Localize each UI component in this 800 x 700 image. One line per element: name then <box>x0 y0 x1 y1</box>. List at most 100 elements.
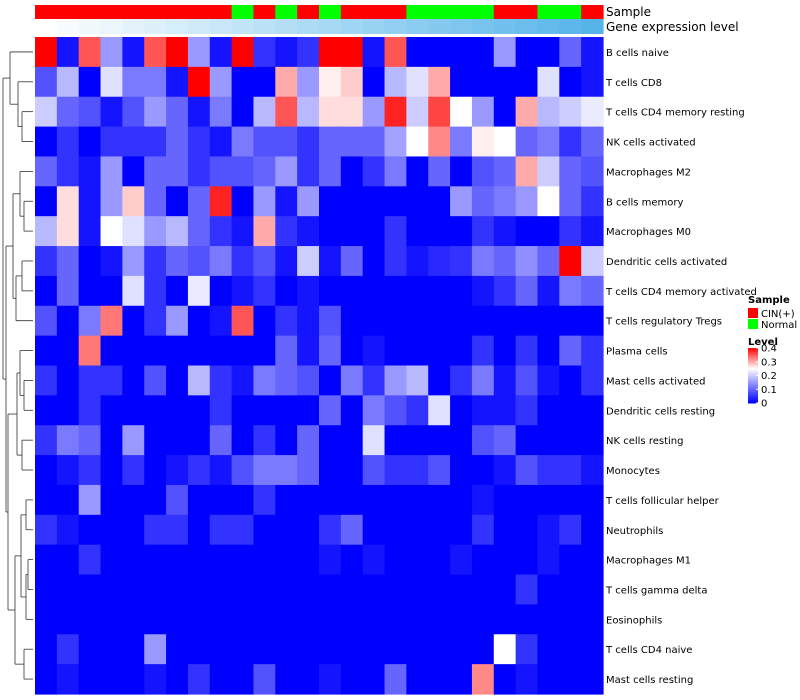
heatmap-cell-r10-c9 <box>231 335 255 367</box>
heatmap-cell-r7-c21 <box>493 246 517 277</box>
sample-annotation-cell <box>450 5 473 19</box>
heatmap-cell-r9-c18 <box>428 305 451 337</box>
heatmap-cell-r0-c24 <box>559 37 582 68</box>
heatmap-cell-r11-c5 <box>144 365 167 396</box>
legend-colorbar-step <box>748 364 758 367</box>
heatmap-cell-r13-c2 <box>78 425 102 456</box>
heatmap-cell-r18-c13 <box>319 574 342 606</box>
heatmap-cell-r15-c10 <box>253 484 276 516</box>
heatmap-cell-r18-c21 <box>493 574 517 606</box>
heatmap-cell-r12-c6 <box>166 395 189 426</box>
heatmap-cell-r7-c6 <box>166 246 189 277</box>
heatmap-cell-r17-c1 <box>56 544 80 576</box>
heatmap-cell-r18-c6 <box>166 574 189 606</box>
heatmap-cell-r11-c2 <box>78 365 102 396</box>
heatmap-cell-r6-c10 <box>253 216 276 247</box>
heatmap-cell-r9-c17 <box>406 305 429 337</box>
heatmap-cell-r6-c16 <box>384 216 407 247</box>
heatmap-cell-r13-c9 <box>231 425 255 456</box>
heatmap-cell-r6-c20 <box>471 216 495 247</box>
heatmap-cell-r0-c6 <box>166 37 189 68</box>
heatmap-cell-r0-c13 <box>319 37 342 68</box>
heatmap-cell-r9-c20 <box>471 305 495 337</box>
legend-colorbar-step <box>748 371 758 374</box>
heatmap-cell-r6-c25 <box>581 216 604 247</box>
heatmap-cell-r19-c0 <box>35 604 58 635</box>
heatmap-cell-r13-c1 <box>56 425 80 456</box>
heatmap-cell-r8-c11 <box>275 275 298 307</box>
heatmap-cell-r7-c9 <box>231 246 255 277</box>
sample-annotation-cell <box>319 5 342 19</box>
heatmap-cell-r21-c17 <box>406 664 429 695</box>
heatmap-cell-r17-c2 <box>78 544 102 576</box>
heatmap-cell-r6-c15 <box>362 216 386 247</box>
heatmap-cell-r19-c7 <box>187 604 211 635</box>
legend-sample-title: Sample <box>748 295 790 306</box>
expression-annotation-cell <box>559 19 582 34</box>
heatmap-cell-r16-c7 <box>187 514 211 546</box>
heatmap-cell-r1-c7 <box>187 66 211 98</box>
legend-colorbar-step <box>748 387 758 390</box>
heatmap-cell-r16-c17 <box>406 514 429 546</box>
legend-colorbar-step <box>748 360 758 363</box>
heatmap-cell-r10-c10 <box>253 335 276 367</box>
heatmap-cell-r12-c18 <box>428 395 451 426</box>
legend-colorbar-step <box>748 363 758 366</box>
heatmap-cell-r14-c15 <box>362 455 386 486</box>
heatmap-cell-r14-c0 <box>35 455 58 486</box>
heatmap-cell-r6-c19 <box>450 216 473 247</box>
heatmap-cell-r2-c7 <box>187 96 211 128</box>
heatmap-cell-r10-c24 <box>559 335 582 367</box>
heatmap-cell-r18-c0 <box>35 574 58 606</box>
heatmap-cell-r1-c13 <box>319 66 342 98</box>
heatmap-cell-r18-c24 <box>559 574 582 606</box>
heatmap-cell-r13-c3 <box>100 425 123 456</box>
heatmap-cell-r20-c20 <box>471 634 495 665</box>
heatmap-cell-r7-c17 <box>406 246 429 277</box>
heatmap-cell-r16-c6 <box>166 514 189 546</box>
heatmap-cell-r0-c20 <box>471 37 495 68</box>
heatmap-cell-r3-c0 <box>35 126 58 158</box>
heatmap-cell-r0-c16 <box>384 37 407 68</box>
legend-colorbar-step <box>748 348 758 350</box>
heatmap-cell-r18-c17 <box>406 574 429 606</box>
heatmap-cell-r5-c6 <box>166 186 189 217</box>
heatmap-cell-r17-c10 <box>253 544 276 576</box>
heatmap-cell-r6-c21 <box>493 216 517 247</box>
heatmap-cell-r13-c16 <box>384 425 407 456</box>
heatmap-cell-r17-c8 <box>209 544 233 576</box>
heatmap-cell-r2-c2 <box>78 96 102 128</box>
heatmap-cell-r18-c5 <box>144 574 167 606</box>
heatmap-cell-r21-c12 <box>297 664 320 695</box>
heatmap-cell-r15-c21 <box>493 484 517 516</box>
heatmap-cell-r19-c3 <box>100 604 123 635</box>
heatmap-cell-r12-c2 <box>78 395 102 426</box>
heatmap-cell-r15-c7 <box>187 484 211 516</box>
heatmap-cell-r2-c21 <box>493 96 517 128</box>
heatmap-cell-r3-c24 <box>559 126 582 158</box>
legend-level-title: Level <box>748 337 778 348</box>
heatmap-cell-r14-c22 <box>515 455 539 486</box>
expression-annotation-cell <box>362 19 386 34</box>
heatmap-cell-r11-c21 <box>493 365 517 396</box>
heatmap-cell-r21-c9 <box>231 664 255 695</box>
heatmap-cell-r4-c23 <box>537 156 560 187</box>
heatmap-cell-r15-c13 <box>319 484 342 516</box>
heatmap-cell-r6-c9 <box>231 216 255 247</box>
heatmap-cell-r7-c4 <box>122 246 145 277</box>
heatmap-cell-r13-c8 <box>209 425 233 456</box>
heatmap-cell-r2-c0 <box>35 96 58 128</box>
heatmap-cell-r0-c18 <box>428 37 451 68</box>
heatmap-cell-r4-c13 <box>319 156 342 187</box>
sample-annotation-cell <box>537 5 560 19</box>
heatmap-cell-r13-c5 <box>144 425 167 456</box>
heatmap-cell-r12-c17 <box>406 395 429 426</box>
heatmap-cell-r16-c5 <box>144 514 167 546</box>
expression-annotation-cell <box>35 19 58 34</box>
heatmap-cell-r10-c13 <box>319 335 342 367</box>
heatmap-cell-r7-c23 <box>537 246 560 277</box>
heatmap-cell-r3-c9 <box>231 126 255 158</box>
heatmap-cell-r10-c22 <box>515 335 539 367</box>
heatmap-cell-r5-c24 <box>559 186 582 217</box>
